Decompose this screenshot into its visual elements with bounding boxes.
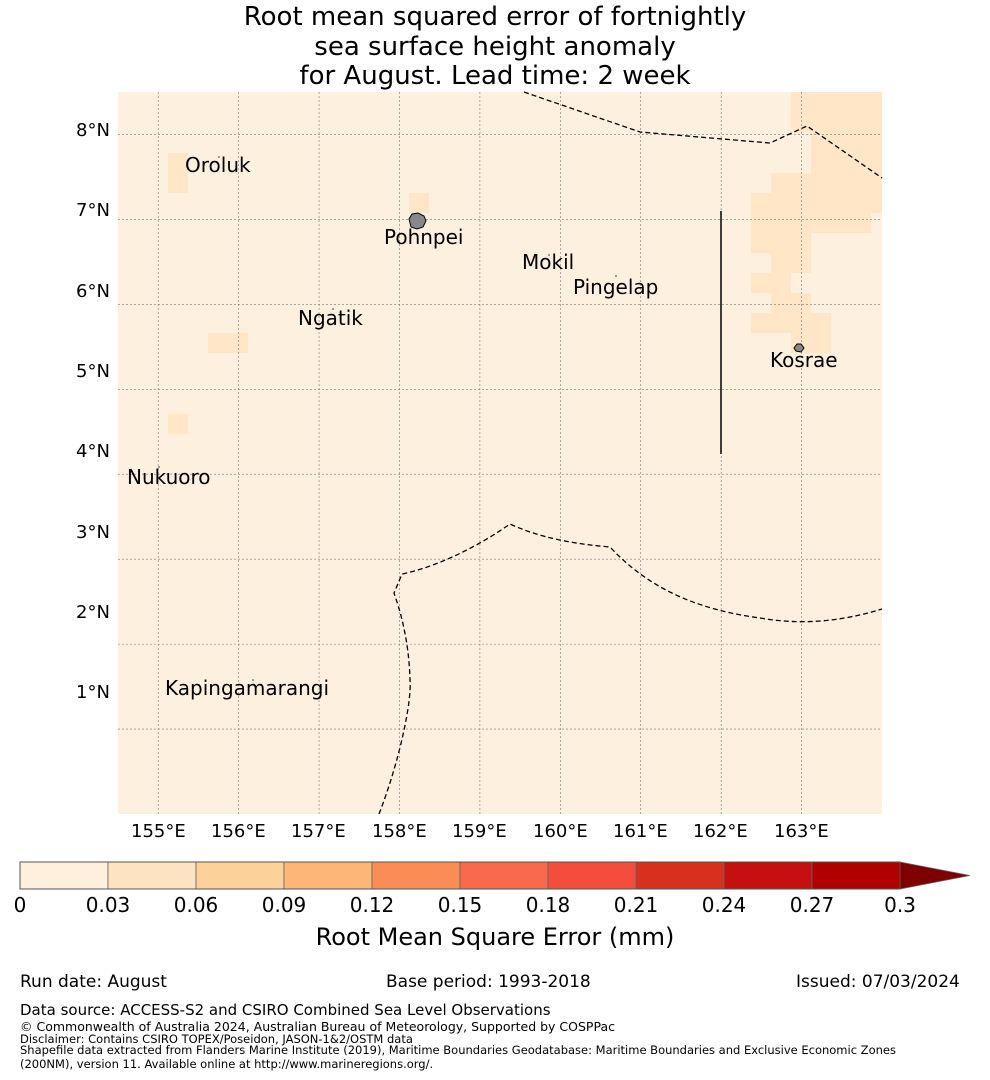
colorbar-tick-label: 0.06 (173, 893, 219, 917)
colorbar-tick-label: 0.3 (884, 893, 916, 917)
error-cell (811, 132, 882, 173)
eez-boundary-south (378, 523, 883, 815)
lon-tick-label: 163°E (774, 821, 829, 842)
label-kapingamarangi: Kapingamarangi (165, 676, 330, 700)
lat-tick-label: 1°N (76, 682, 110, 703)
lat-tick-label: 2°N (76, 602, 110, 623)
eez-boundary-north (523, 91, 883, 179)
label-pohnpei: Pohnpei (384, 225, 464, 249)
error-cell (791, 92, 882, 132)
error-cell (168, 153, 188, 193)
colorbar-extend-arrow (899, 861, 971, 890)
oroluk-atoll (218, 156, 220, 158)
lat-tick-label: 3°N (76, 522, 110, 543)
lon-tick-label: 160°E (533, 821, 588, 842)
error-cell (409, 193, 429, 213)
eez-boundaries (378, 91, 883, 815)
error-cell (751, 273, 791, 293)
colorbar-swatch (107, 861, 197, 890)
colorbar-tick-label: 0.21 (613, 893, 659, 917)
lat-tick-label: 6°N (76, 281, 110, 302)
colorbar-swatch (19, 861, 109, 890)
label-oroluk: Oroluk (185, 153, 251, 177)
colorbar-swatch (547, 861, 637, 890)
kapingamarangi-atoll (252, 679, 254, 681)
lon-tick-label: 161°E (613, 821, 668, 842)
colorbar-swatch (723, 861, 813, 890)
lon-tick-label: 155°E (131, 821, 186, 842)
colorbar-swatch (459, 861, 549, 890)
colorbar-swatch (195, 861, 285, 890)
disclaimer: Disclaimer: Contains CSIRO TOPEX/Poseido… (20, 1032, 413, 1046)
label-pingelap: Pingelap (573, 275, 659, 299)
colorbar-tick-label: 0.27 (789, 893, 835, 917)
title-line-2: sea surface height anomaly (314, 31, 676, 62)
error-cell (771, 293, 811, 313)
nukuoro-atoll (158, 466, 160, 468)
label-nukuoro: Nukuoro (127, 465, 211, 489)
base-period: Base period: 1993-2018 (386, 972, 591, 992)
ngatik-atoll (332, 308, 334, 310)
colorbar-tick-label: 0.03 (85, 893, 131, 917)
label-mokil: Mokil (522, 250, 575, 274)
error-cell (168, 414, 188, 434)
gridlines (118, 92, 882, 814)
map-area (118, 91, 883, 815)
colorbar-tick-label: 0.15 (437, 893, 483, 917)
lon-tick-label: 157°E (291, 821, 346, 842)
colorbar-swatch (635, 861, 725, 890)
shapefile-credit-line-2: (200NM), version 11. Available online at… (20, 1057, 434, 1071)
colorbar-swatch (283, 861, 373, 890)
colorbar-label: Root Mean Square Error (mm) (315, 923, 675, 951)
error-cell (751, 213, 871, 233)
error-cell (208, 333, 248, 353)
lat-tick-label: 5°N (76, 361, 110, 382)
colorbar-tick-label: 0 (13, 893, 27, 917)
error-cell (751, 313, 831, 333)
title-line-1: Root mean squared error of fortnightly (243, 2, 747, 32)
pohnpei-island (408, 212, 427, 230)
copyright: © Commonwealth of Australia 2024, Austra… (20, 1019, 615, 1034)
colorbar-tick-label: 0.12 (349, 893, 395, 917)
label-kosrae: Kosrae (770, 348, 838, 372)
error-cell (771, 253, 811, 273)
lat-tick-label: 4°N (76, 441, 110, 462)
mokil-atoll (548, 254, 550, 256)
shapefile-credit-line-1: Shapefile data extracted from Flanders M… (20, 1043, 896, 1057)
lon-tick-label: 158°E (372, 821, 427, 842)
lon-tick-label: 156°E (211, 821, 266, 842)
label-ngatik: Ngatik (298, 306, 363, 330)
error-cells (168, 92, 882, 434)
colorbar (19, 861, 971, 890)
title-line-3: for August. Lead time: 2 week (299, 61, 691, 91)
islands (158, 156, 805, 681)
run-date: Run date: August (20, 972, 167, 992)
colorbar-border (19, 861, 901, 890)
error-cell (751, 233, 811, 253)
colorbar-tick-label: 0.18 (525, 893, 571, 917)
kosrae-island (793, 343, 805, 353)
lat-tick-label: 8°N (76, 120, 110, 141)
lat-tick-label: 7°N (76, 200, 110, 221)
issued-date: Issued: 07/03/2024 (796, 972, 960, 992)
lon-tick-label: 159°E (452, 821, 507, 842)
error-cell (751, 193, 791, 213)
map-title: Root mean squared error of fortnightly s… (0, 2, 990, 92)
colorbar-tick-label: 0.24 (701, 893, 747, 917)
data-source: Data source: ACCESS-S2 and CSIRO Combine… (20, 1001, 551, 1019)
colorbar-tick-label: 0.09 (261, 893, 307, 917)
lon-tick-label: 162°E (693, 821, 748, 842)
colorbar-swatch (371, 861, 461, 890)
pingelap-atoll (615, 275, 617, 277)
colorbar-swatch (811, 861, 901, 890)
